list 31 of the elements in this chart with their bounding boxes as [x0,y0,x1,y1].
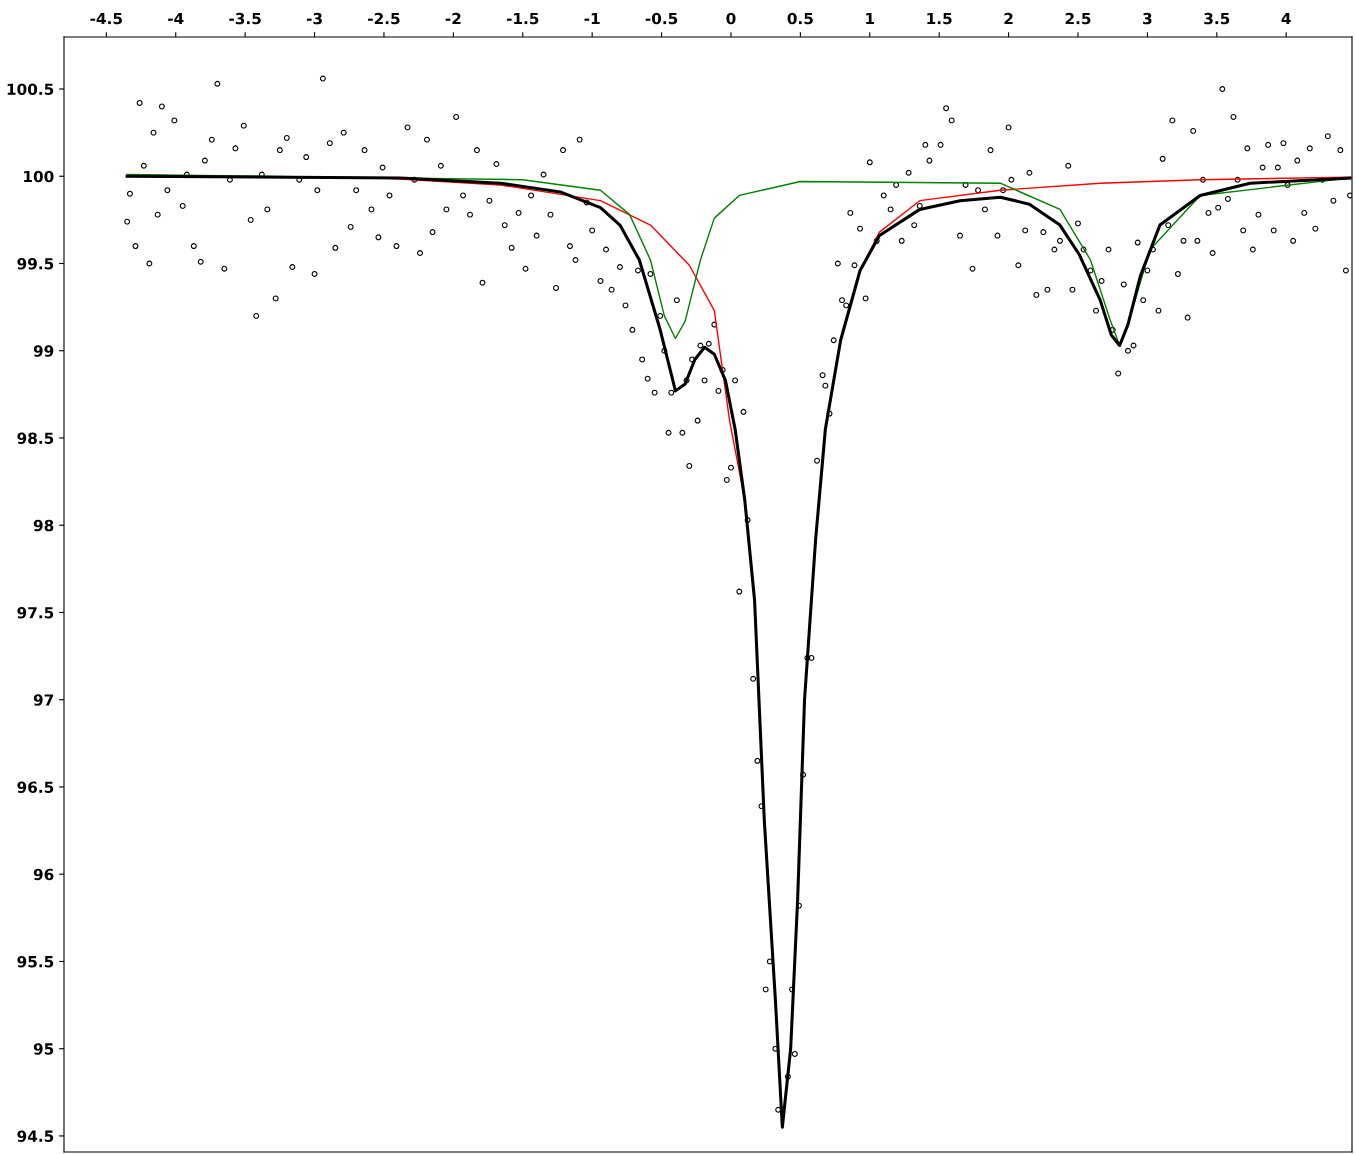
x-tick-label: -3 [306,12,322,25]
x-tick-label: -1.5 [506,12,539,25]
x-tick-label: 0.5 [787,12,813,25]
x-tick-label: -2 [445,12,461,25]
x-tick-label: -2.5 [368,12,400,25]
x-tick-label: 2 [1004,12,1013,25]
y-tick-label: 98 [33,519,54,532]
y-tick-label: 96 [33,868,54,881]
x-tick-label: -0.5 [645,12,678,25]
x-tick-label: 4 [1281,12,1291,25]
y-tick-label: 99 [33,345,54,357]
x-tick-label: -3.5 [229,12,261,25]
x-tick-label: -4.5 [90,12,122,25]
x-tick-label: 2.5 [1065,12,1091,25]
y-tick-label: 100.5 [7,83,54,96]
y-tick-label: 94.5 [17,1130,54,1142]
y-tick-label: 97.5 [17,606,54,619]
x-tick-label: 3.5 [1204,12,1230,25]
y-tick-label: 99.5 [17,257,54,270]
x-tick-label: 0 [726,12,736,25]
y-tick-label: 97 [33,694,54,706]
x-tick-label: 1 [866,12,875,25]
y-tick-label: 98.5 [17,432,54,444]
x-tick-label: -4 [168,12,184,25]
x-tick-label: 3 [1143,12,1152,25]
y-tick-label: 95.5 [17,955,54,968]
y-tick-label: 96.5 [17,781,54,793]
x-tick-label: 1.5 [927,12,952,25]
x-tick-label: -1 [584,12,600,25]
y-tick-label: 95 [33,1043,54,1055]
y-tick-label: 100 [24,170,54,183]
